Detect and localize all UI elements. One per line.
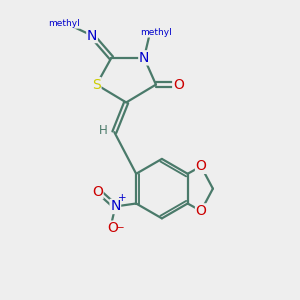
Text: methyl: methyl (48, 19, 80, 28)
Text: N: N (110, 200, 121, 214)
Text: N: N (87, 28, 97, 43)
Text: O: O (196, 204, 206, 218)
Text: −: − (116, 223, 125, 233)
Text: S: S (92, 78, 101, 92)
Text: methyl: methyl (140, 28, 172, 37)
Text: O: O (196, 159, 206, 173)
Text: N: N (139, 51, 149, 65)
Text: O: O (107, 221, 118, 235)
Text: H: H (99, 124, 107, 137)
Text: O: O (92, 184, 103, 199)
Text: O: O (173, 78, 184, 92)
Text: +: + (118, 193, 126, 203)
